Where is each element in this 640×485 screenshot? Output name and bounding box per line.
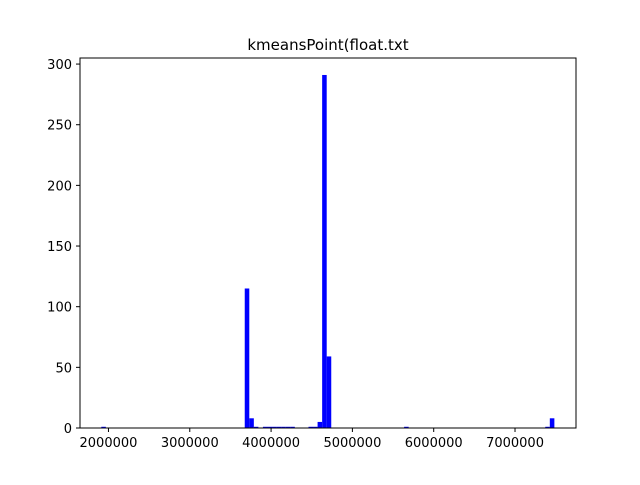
x-tick-label: 3000000: [161, 436, 219, 451]
x-tick-label: 5000000: [323, 436, 381, 451]
histogram-bar-11: [308, 426, 314, 428]
x-tick-label: 4000000: [242, 436, 300, 451]
y-tick-label: 100: [47, 301, 72, 316]
y-axis: 0 50 100 150 200 250 300: [47, 58, 80, 437]
histogram-bar-7: [276, 426, 282, 428]
bars-layer: [101, 74, 555, 428]
histogram-bar-4: [262, 426, 268, 428]
y-tick-label: 200: [47, 179, 72, 194]
plot-frame: [79, 57, 577, 429]
histogram-bar-17: [545, 426, 550, 428]
histogram-bar-15: [326, 356, 332, 428]
histogram-bar-8: [281, 426, 286, 428]
histogram-bar-3: [253, 426, 259, 428]
x-tick-label: 2000000: [80, 436, 138, 451]
histogram-bar-1: [244, 288, 250, 428]
histogram-bar-10: [290, 426, 295, 428]
histogram-bar-13: [317, 421, 323, 428]
chart-title: kmeansPoint(float.txt: [247, 36, 408, 54]
histogram-bar-12: [313, 426, 318, 428]
y-tick-label: 250: [47, 119, 72, 134]
y-tick-label: 300: [47, 58, 72, 73]
x-axis: 2000000 3000000 4000000 5000000 6000000 70000…: [80, 428, 544, 451]
y-tick-label: 150: [47, 240, 72, 255]
y-tick-label: 50: [55, 361, 72, 376]
histogram-bar-5: [267, 426, 273, 428]
x-tick-label: 6000000: [405, 436, 463, 451]
x-tick-label: 7000000: [486, 436, 544, 451]
histogram-bar-6: [272, 426, 277, 428]
histogram-bar-0: [101, 426, 106, 428]
histogram-bar-16: [404, 426, 409, 428]
histogram-bar-9: [285, 426, 291, 428]
y-tick-label: 0: [64, 422, 72, 437]
histogram-bar-18: [549, 418, 555, 428]
histogram-bar-2: [249, 418, 254, 428]
histogram-bar-14: [322, 74, 327, 428]
